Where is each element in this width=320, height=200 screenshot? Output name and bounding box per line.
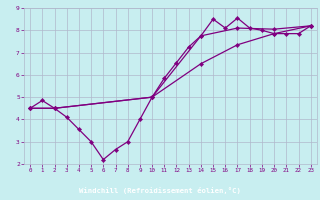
Text: Windchill (Refroidissement éolien,°C): Windchill (Refroidissement éolien,°C) — [79, 187, 241, 194]
